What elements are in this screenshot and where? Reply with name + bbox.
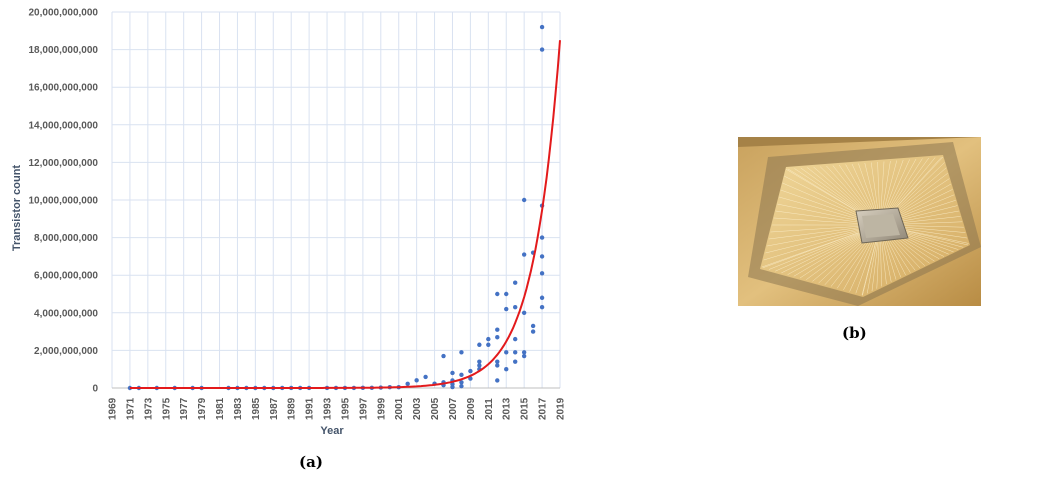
- data-point: [521, 350, 527, 355]
- data-point: [468, 376, 473, 381]
- x-tick-label: 1981: [215, 397, 226, 420]
- y-tick-label: 16,000,000,000: [28, 83, 98, 94]
- x-tick-label: 2019: [556, 397, 567, 420]
- data-point: [513, 304, 518, 310]
- caption-b: (b): [842, 324, 867, 342]
- data-point: [486, 336, 491, 342]
- data-point: [495, 363, 500, 368]
- x-tick-label: 2017: [538, 397, 549, 420]
- x-tick-label: 2009: [466, 397, 477, 420]
- x-tick-label: 1973: [143, 397, 154, 420]
- data-point: [495, 335, 500, 340]
- data-point: [521, 310, 527, 315]
- data-point: [513, 336, 518, 342]
- data-point: [539, 47, 545, 52]
- data-point: [504, 367, 509, 372]
- x-tick-label: 1987: [269, 397, 280, 420]
- x-tick-label: 1975: [161, 397, 172, 420]
- data-point: [495, 327, 500, 332]
- y-tick-label: 8,000,000,000: [34, 233, 98, 244]
- data-point: [513, 350, 518, 355]
- data-point: [486, 342, 491, 347]
- data-point: [477, 342, 482, 347]
- data-point: [495, 291, 500, 297]
- data-point: [450, 370, 455, 376]
- data-point: [495, 378, 500, 383]
- x-tick-label: 1977: [179, 397, 190, 420]
- x-tick-label: 1997: [358, 397, 369, 420]
- x-tick-label: 1993: [323, 397, 334, 420]
- data-point: [539, 304, 545, 310]
- y-axis-ticks: 0 2,000,000,000 4,000,000,000 6,000,000,000…: [28, 8, 98, 395]
- data-point: [521, 197, 527, 203]
- y-tick-label: 6,000,000,000: [34, 271, 98, 282]
- x-tick-label: 2015: [520, 397, 531, 420]
- data-point: [539, 295, 545, 300]
- data-point: [530, 329, 536, 334]
- data-point: [459, 350, 464, 355]
- data-point: [513, 280, 518, 285]
- data-point: [405, 381, 410, 387]
- data-point: [459, 380, 464, 385]
- data-point: [495, 359, 500, 364]
- data-point: [441, 353, 446, 359]
- data-point: [539, 254, 545, 259]
- data-point: [468, 368, 473, 374]
- data-point: [477, 359, 482, 364]
- data-point: [539, 271, 545, 276]
- x-tick-label: 1995: [340, 397, 351, 420]
- x-tick-label: 1979: [197, 397, 208, 420]
- data-point: [450, 384, 455, 390]
- data-point: [539, 24, 545, 30]
- x-tick-label: 2007: [448, 397, 459, 420]
- x-tick-label: 1971: [125, 397, 136, 420]
- y-tick-label: 0: [92, 384, 98, 395]
- exponential-trendline: [129, 40, 561, 389]
- data-point: [459, 383, 464, 389]
- y-tick-label: 14,000,000,000: [28, 120, 98, 131]
- x-tick-label: 1969: [108, 397, 119, 420]
- data-point: [513, 359, 518, 364]
- y-tick-label: 20,000,000,000: [28, 8, 98, 19]
- x-axis-title: Year: [320, 425, 344, 437]
- chart-gridlines: [111, 11, 561, 389]
- data-point: [504, 291, 509, 297]
- x-tick-label: 2003: [412, 397, 423, 420]
- y-tick-label: 2,000,000,000: [34, 346, 98, 357]
- data-points: [127, 24, 545, 391]
- data-point: [530, 323, 536, 329]
- x-tick-label: 1999: [376, 397, 387, 420]
- y-tick-label: 18,000,000,000: [28, 45, 98, 56]
- y-axis-title: Transistor count: [11, 165, 23, 252]
- x-tick-label: 2013: [502, 397, 513, 420]
- x-tick-label: 2011: [484, 398, 495, 420]
- data-point: [477, 363, 482, 368]
- y-tick-label: 12,000,000,000: [28, 158, 98, 169]
- x-tick-label: 1991: [305, 397, 316, 420]
- gold-microchip-package-photo: [738, 137, 981, 306]
- data-point: [459, 372, 464, 378]
- data-point: [521, 252, 527, 257]
- x-tick-label: 1985: [251, 397, 262, 420]
- data-point: [504, 306, 509, 312]
- data-point: [539, 235, 545, 240]
- x-tick-label: 1989: [287, 397, 298, 420]
- data-point: [414, 378, 419, 383]
- y-tick-label: 10,000,000,000: [28, 196, 98, 207]
- x-tick-label: 1983: [233, 397, 244, 420]
- data-point: [423, 374, 428, 380]
- data-point: [504, 350, 509, 355]
- x-tick-label: 2005: [430, 397, 441, 420]
- x-axis-ticks: 1969 1971 1973 1975 1977 1979 1981 1983 1985 1987…: [108, 397, 567, 420]
- caption-a: (a): [299, 453, 323, 471]
- x-tick-label: 2001: [394, 397, 405, 420]
- y-tick-label: 4,000,000,000: [34, 308, 98, 319]
- data-point: [521, 353, 527, 359]
